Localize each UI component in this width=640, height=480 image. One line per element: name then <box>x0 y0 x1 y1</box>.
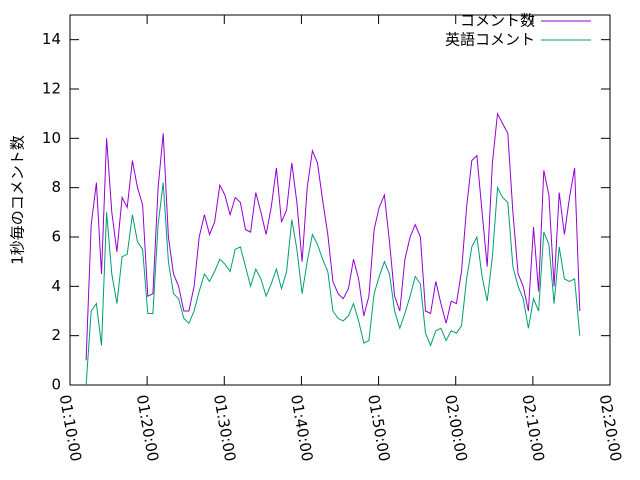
y-tick-label: 2 <box>51 326 61 344</box>
legend-label: コメント数 <box>460 12 535 30</box>
y-tick-label: 6 <box>51 228 61 246</box>
series-line <box>85 182 581 386</box>
y-tick-label: 14 <box>42 30 61 48</box>
y-tick-label: 0 <box>51 376 61 394</box>
y-axis-label: 1秒毎のコメント数 <box>9 135 27 265</box>
y-tick-label: 10 <box>42 129 61 147</box>
y-tick-label: 8 <box>51 178 61 196</box>
series-line <box>85 111 581 361</box>
y-tick-label: 4 <box>51 277 61 295</box>
plot-border <box>69 14 611 386</box>
legend-label: 英語コメント <box>445 31 535 49</box>
y-tick-label: 12 <box>42 80 61 98</box>
